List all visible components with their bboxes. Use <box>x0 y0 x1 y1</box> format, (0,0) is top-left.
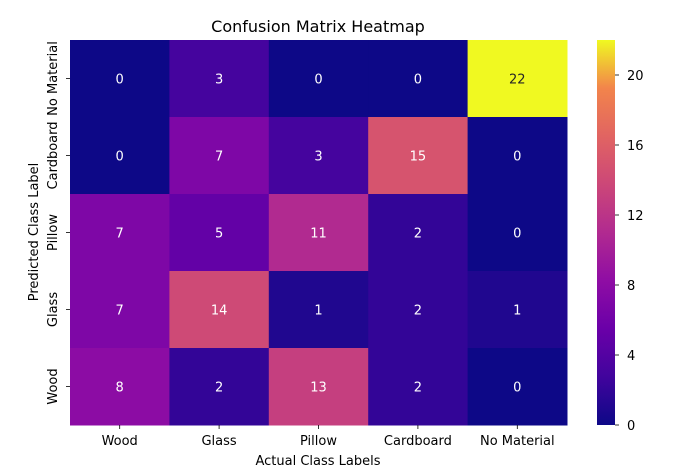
heatmap-cell <box>467 40 568 118</box>
heatmap-cell <box>169 117 270 195</box>
y-axis-label: Predicted Class Label <box>27 163 42 302</box>
cell-value-label: 11 <box>310 227 327 242</box>
y-tick-label: Cardboard <box>46 122 61 190</box>
cell-value-label: 2 <box>414 381 422 396</box>
cell-value-label: 2 <box>414 227 422 242</box>
cell-value-label: 5 <box>215 227 223 242</box>
cell-value-label: 13 <box>310 381 327 396</box>
heatmap-cell <box>268 348 369 426</box>
cell-value-label: 8 <box>116 381 124 396</box>
cell-value-label: 15 <box>410 150 427 165</box>
heatmap-cell <box>467 348 568 426</box>
cell-value-label: 0 <box>314 73 322 88</box>
x-tick-label: Pillow <box>300 434 337 449</box>
cell-value-label: 2 <box>414 304 422 319</box>
heatmap-cell <box>368 117 469 195</box>
chart-title: Confusion Matrix Heatmap <box>211 17 425 36</box>
heatmap-cell <box>268 117 369 195</box>
heatmap-cell <box>169 348 270 426</box>
x-tick-label: No Material <box>480 434 555 449</box>
cell-value-label: 2 <box>215 381 223 396</box>
x-tick-label: Glass <box>201 434 236 449</box>
heatmap-cell <box>70 40 170 118</box>
y-tick-label: Wood <box>46 368 61 404</box>
cell-value-label: 0 <box>116 73 124 88</box>
colorbar-tick-label: 0 <box>627 419 635 434</box>
heatmap-cell <box>169 271 270 349</box>
cell-value-label: 7 <box>215 150 223 165</box>
cell-value-label: 1 <box>314 304 322 319</box>
heatmap-cell <box>368 40 469 118</box>
cell-value-label: 0 <box>513 381 521 396</box>
cell-value-label: 14 <box>211 304 228 319</box>
colorbar <box>597 40 615 425</box>
heatmap-cell <box>70 194 170 272</box>
heatmap-cell <box>368 271 469 349</box>
colorbar-ticks: 0 4 8 12 16 20 <box>615 69 644 434</box>
heatmap-cell <box>467 194 568 272</box>
cell-value-label: 0 <box>116 150 124 165</box>
colorbar-tick-label: 20 <box>627 69 644 84</box>
colorbar-tick-label: 16 <box>627 139 644 154</box>
heatmap-cell <box>169 194 270 272</box>
cell-value-label: 3 <box>215 73 223 88</box>
cell-value-label: 22 <box>509 73 526 88</box>
cell-value-label: 3 <box>314 150 322 165</box>
cell-value-label: 7 <box>116 304 124 319</box>
y-tick-label: No Material <box>46 41 61 116</box>
heatmap-cell <box>70 271 170 349</box>
cell-value-label: 0 <box>513 150 521 165</box>
cell-value-label: 1 <box>513 304 521 319</box>
x-axis-label: Actual Class Labels <box>255 454 380 469</box>
colorbar-tick-label: 12 <box>627 209 644 224</box>
heatmap-cell <box>169 40 270 118</box>
heatmap-cell <box>70 348 170 426</box>
heatmap-cell <box>467 117 568 195</box>
y-axis-ticks: No Material Cardboard Pillow Glass Wood <box>46 41 70 405</box>
heatmap-cell <box>268 194 369 272</box>
heatmap-cell <box>368 348 469 426</box>
x-tick-label: Cardboard <box>384 434 452 449</box>
heatmap-cell <box>467 271 568 349</box>
heatmap-cell <box>268 40 369 118</box>
x-axis-ticks: Wood Glass Pillow Cardboard No Material <box>102 425 555 449</box>
heatmap-cell <box>268 271 369 349</box>
heatmap-cell <box>70 117 170 195</box>
heatmap-cell <box>368 194 469 272</box>
colorbar-tick-label: 8 <box>627 279 635 294</box>
x-tick-label: Wood <box>102 434 138 449</box>
y-tick-label: Glass <box>46 292 61 327</box>
cell-value-label: 0 <box>414 73 422 88</box>
colorbar-tick-label: 4 <box>627 349 635 364</box>
cell-value-label: 7 <box>116 227 124 242</box>
cell-value-label: 0 <box>513 227 521 242</box>
y-tick-label: Pillow <box>46 214 61 251</box>
heatmap-cells: 0 3 0 0 22 0 7 3 15 0 7 5 11 2 0 7 14 1 2 1 8 2 13 2 0 <box>70 40 568 426</box>
